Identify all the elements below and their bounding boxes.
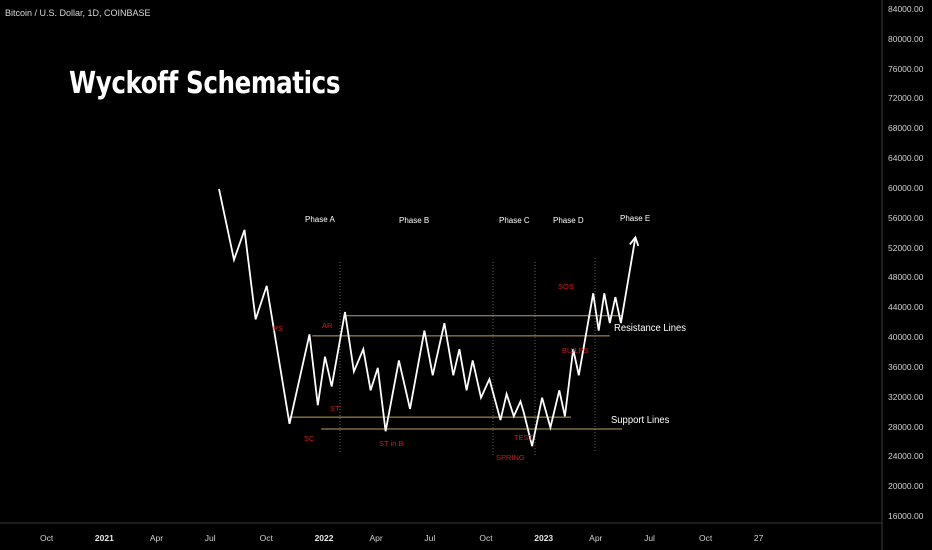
x-tick-label: Jul	[204, 533, 216, 543]
resistance-lines-label: Resistance Lines	[614, 322, 686, 334]
y-tick-label: 84000.00	[888, 4, 924, 14]
y-tick-label: 20000.00	[888, 481, 924, 492]
x-tick-label: Oct	[259, 533, 273, 543]
chart-title: Wyckoff Schematics	[69, 66, 341, 101]
x-tick-label: 2021	[94, 533, 114, 543]
y-tick-label: 32000.00	[888, 391, 924, 402]
x-tick-label: Jul	[424, 533, 436, 543]
y-tick-label: 72000.00	[888, 93, 924, 104]
y-tick-label: 68000.00	[888, 123, 924, 134]
y-tick-label: 16000.00	[888, 511, 924, 521]
x-tick-label: Apr	[369, 533, 383, 543]
phase-c-label: Phase C	[499, 216, 530, 225]
x-tick-label: Oct	[40, 533, 54, 543]
event-ar: AR	[322, 321, 333, 330]
x-tick-label: Oct	[699, 533, 713, 543]
phase-a-label: Phase A	[305, 215, 335, 224]
x-tick-label: 2022	[314, 533, 334, 543]
phase-e-label: Phase E	[620, 214, 651, 223]
event-spring: SPRING	[496, 453, 525, 462]
event-st: ST	[330, 404, 340, 413]
x-tick-label: 27	[753, 533, 764, 543]
y-tick-label: 76000.00	[888, 63, 924, 74]
x-tick-label: Apr	[589, 533, 603, 543]
price-path-arrowhead	[629, 235, 640, 247]
x-tick-label: Apr	[149, 533, 164, 543]
phase-d-label: Phase D	[553, 216, 584, 225]
event-bu-lps: BU/LPS	[562, 346, 589, 355]
y-tick-label: 60000.00	[888, 182, 924, 193]
y-tick-label: 28000.00	[888, 421, 924, 432]
x-tick-label: 2023	[534, 533, 554, 543]
event-sos: SOS	[558, 282, 574, 291]
y-tick-label: 24000.00	[888, 451, 924, 462]
x-tick-label: Jul	[644, 533, 655, 543]
y-tick-label: 64000.00	[888, 153, 924, 164]
y-tick-label: 40000.00	[888, 332, 924, 343]
event-test: TEST	[514, 433, 534, 442]
y-tick-label: 36000.00	[888, 361, 924, 372]
support-lines-label: Support Lines	[611, 414, 670, 426]
symbol-info: Bitcoin / U.S. Dollar, 1D, COINBASE	[5, 8, 151, 18]
x-tick-label: Oct	[479, 533, 493, 543]
y-tick-label: 56000.00	[888, 212, 924, 223]
event-ps: PS	[273, 324, 284, 333]
y-tick-label: 80000.00	[888, 33, 924, 44]
price-path	[218, 188, 637, 447]
event-st-in-b: ST in B	[379, 439, 404, 448]
event-sc: SC	[304, 434, 315, 443]
y-tick-label: 52000.00	[888, 242, 924, 253]
y-tick-label: 44000.00	[888, 302, 924, 313]
y-tick-label: 48000.00	[888, 272, 924, 283]
phase-b-label: Phase B	[399, 216, 430, 225]
